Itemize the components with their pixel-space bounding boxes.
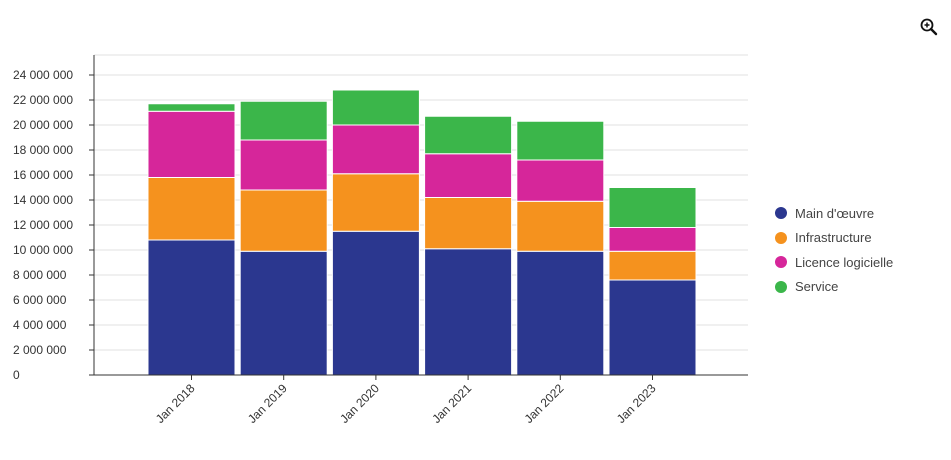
y-tick-label: 22 000 000: [13, 93, 73, 107]
legend-label: Licence logicielle: [795, 254, 894, 270]
bar-segment[interactable]: [331, 230, 420, 376]
legend-item[interactable]: Infrastructure: [775, 226, 893, 251]
bar-segment[interactable]: [239, 250, 328, 376]
y-tick-label: 6 000 000: [13, 293, 67, 307]
y-tick-label: 2 000 000: [13, 343, 67, 357]
y-tick-label: 10 000 000: [13, 243, 73, 257]
legend-item[interactable]: Licence logicielle: [775, 250, 893, 275]
x-tick-label: Jan 2023: [614, 381, 659, 426]
zoom-in-icon[interactable]: [919, 17, 939, 37]
legend-item[interactable]: Main d'œuvre: [775, 201, 893, 226]
bar-segment[interactable]: [424, 115, 513, 155]
y-axis: 0 2 000 000 4 000 000 6 000 000 8 000 000 10 …: [13, 55, 95, 382]
bars: [147, 89, 697, 376]
bar-segment[interactable]: [608, 279, 697, 376]
y-tick-label: 18 000 000: [13, 143, 73, 157]
bar-segment[interactable]: [516, 250, 605, 376]
x-tick-label: Jan 2022: [522, 381, 567, 426]
legend-swatch: [775, 231, 787, 244]
y-tick-label: 12 000 000: [13, 218, 73, 232]
bar-segment[interactable]: [239, 139, 328, 191]
legend-swatch: [775, 207, 787, 220]
bar-segment[interactable]: [516, 159, 605, 202]
x-tick-label: Jan 2020: [337, 381, 382, 426]
bar-segment[interactable]: [147, 110, 236, 178]
bar-segment[interactable]: [424, 197, 513, 250]
legend-item[interactable]: Service: [775, 275, 893, 300]
bar-segment[interactable]: [516, 200, 605, 252]
bar-segment[interactable]: [331, 173, 420, 232]
bar-segment[interactable]: [331, 124, 420, 175]
bar-segment[interactable]: [147, 103, 236, 112]
bar-segment[interactable]: [424, 153, 513, 198]
y-tick-label: 20 000 000: [13, 118, 73, 132]
x-axis: Jan 2018 Jan 2019 Jan 2020 Jan 2021 Jan 2022…: [94, 374, 748, 426]
bar-segment[interactable]: [608, 227, 697, 252]
y-tick-label: 0: [13, 368, 20, 382]
bar-segment[interactable]: [147, 177, 236, 241]
bar-segment[interactable]: [239, 189, 328, 252]
y-tick-label: 16 000 000: [13, 168, 73, 182]
y-tick-label: 14 000 000: [13, 193, 73, 207]
legend-label: Service: [795, 279, 839, 295]
bar-segment[interactable]: [608, 250, 697, 281]
x-tick-label: Jan 2021: [429, 381, 474, 426]
legend-label: Main d'œuvre: [795, 205, 875, 221]
bar-segment[interactable]: [147, 239, 236, 376]
legend: Main d'œuvre Infrastructure Licence logici…: [775, 201, 893, 299]
bar-segment[interactable]: [608, 187, 697, 228]
x-tick-label: Jan 2018: [153, 381, 198, 426]
bar-segment[interactable]: [424, 248, 513, 376]
y-tick-label: 24 000 000: [13, 68, 73, 82]
bar-segment[interactable]: [516, 120, 605, 161]
legend-swatch: [775, 256, 787, 269]
legend-label: Infrastructure: [795, 230, 872, 246]
x-tick-label: Jan 2019: [245, 381, 290, 426]
bar-segment[interactable]: [331, 89, 420, 126]
bar-segment[interactable]: [239, 100, 328, 141]
y-tick-label: 4 000 000: [13, 318, 67, 332]
legend-swatch: [775, 280, 787, 293]
y-tick-label: 8 000 000: [13, 268, 67, 282]
